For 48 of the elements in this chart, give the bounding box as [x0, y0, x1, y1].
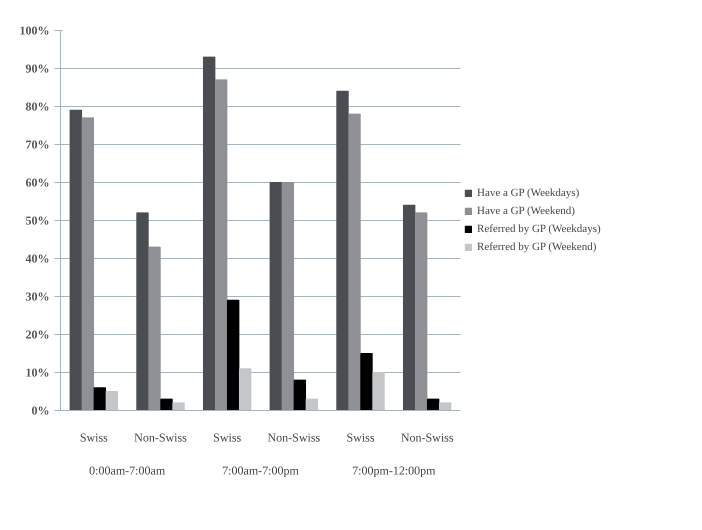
bar [214, 79, 228, 410]
y-tick-label: 80% [26, 100, 50, 114]
y-tick-label: 100% [20, 24, 50, 38]
bar [106, 391, 118, 410]
bar [336, 90, 349, 410]
bar [372, 372, 385, 410]
y-tick-label: 20% [26, 328, 50, 342]
bar [94, 387, 106, 410]
legend-label: Have a GP (Weekend) [477, 205, 575, 217]
y-tick-label: 30% [26, 290, 50, 304]
bar [348, 114, 361, 410]
bar [172, 402, 185, 410]
x-tick-label: Non-Swiss [267, 430, 320, 444]
y-tick-label: 90% [26, 62, 50, 76]
y-tick-label: 60% [26, 176, 50, 190]
x-tick-label: Swiss [346, 430, 375, 444]
bar [82, 117, 94, 410]
legend-label: Have a GP (Weekdays) [477, 187, 580, 199]
text: 7:00pm-12:00pm [352, 464, 436, 478]
x-tick-label: Swiss [80, 430, 108, 444]
bar [226, 300, 240, 410]
legend-label: Referred by GP (Weekdays) [477, 223, 601, 235]
y-tick-label: 10% [26, 366, 50, 380]
bar [426, 398, 440, 410]
y-tick-label: 40% [26, 252, 50, 266]
legend-label: Referred by GP (Weekend) [477, 241, 596, 253]
bar [360, 353, 373, 410]
bar [282, 182, 294, 410]
text: 0:00am-7:00am [89, 464, 166, 478]
text: 7:00am-7:00pm [222, 464, 300, 478]
bar [294, 380, 306, 410]
bar [136, 212, 149, 410]
bar [414, 212, 428, 410]
bar [402, 204, 416, 410]
y-tick-label: 0% [32, 404, 50, 418]
bar [202, 56, 216, 410]
x-tick-label: Non-Swiss [134, 430, 188, 444]
bar [238, 368, 252, 410]
bar [148, 246, 161, 410]
y-tick-label: 70% [26, 138, 50, 152]
bar [160, 398, 173, 410]
x-tick-label: Swiss [213, 430, 242, 444]
bar [306, 398, 318, 410]
bar [438, 402, 452, 410]
bar [270, 182, 282, 410]
y-tick-label: 50% [26, 214, 50, 228]
x-tick-label: Non-Swiss [400, 430, 454, 444]
bar [70, 110, 82, 410]
